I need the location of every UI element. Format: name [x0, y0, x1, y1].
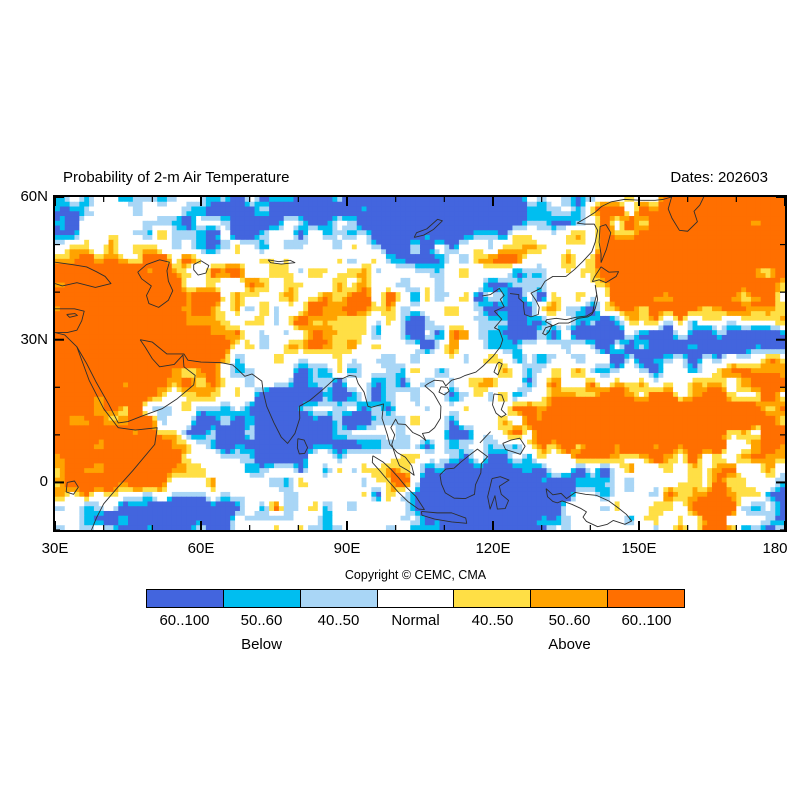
legend-group-labels: Below Above [146, 636, 685, 653]
legend-group-spacer [377, 636, 454, 653]
copyright-text: Copyright © CEMC, CMA [344, 568, 487, 582]
plot-title: Probability of 2-m Air Temperature [63, 169, 290, 186]
x-axis-tick-label: 120E [475, 540, 511, 557]
legend-segment-label: Normal [391, 612, 440, 629]
legend-segment-2 [299, 590, 377, 607]
legend-segment-label: 40..50 [471, 612, 514, 629]
x-axis-tick-label: 180 [762, 540, 788, 557]
legend-group-above: Above [548, 636, 591, 653]
y-axis-tick-label: 60N [20, 188, 48, 205]
x-axis-tick-label: 90E [333, 540, 361, 557]
map-frame [53, 195, 787, 532]
legend-segment-label: 60..100 [621, 612, 672, 629]
legend-group-spacer [300, 636, 377, 653]
x-axis-tick-label: 150E [621, 540, 657, 557]
legend-segment-4 [453, 590, 531, 607]
x-axis-tick-label: 30E [41, 540, 69, 557]
legend-segment-0 [147, 590, 223, 607]
legend-labels: 60..100 50..60 40..50 Normal 40..50 50..60 60.… [146, 612, 685, 629]
legend-group-spacer [146, 636, 223, 653]
legend: 60..100 50..60 40..50 Normal 40..50 50..60 60.… [146, 589, 685, 653]
legend-group-spacer [608, 636, 685, 653]
y-axis-tick-label: 30N [20, 330, 48, 348]
legend-group-below: Below [241, 636, 282, 653]
legend-segment-3 [376, 590, 454, 607]
legend-segment-label: 60..100 [159, 612, 210, 629]
dates-label: Dates: 202603 [670, 169, 768, 186]
y-axis-tick-label: 0 [39, 473, 48, 491]
x-axis-tick-label: 60E [187, 540, 215, 557]
legend-segment-1 [222, 590, 300, 607]
legend-segment-label: 40..50 [317, 612, 360, 629]
legend-segment-5 [530, 590, 608, 607]
probability-map-canvas [55, 197, 785, 530]
legend-segment-label: 50..60 [548, 612, 591, 629]
legend-group-spacer [454, 636, 531, 653]
legend-color-bar [146, 589, 685, 608]
legend-segment-6 [607, 590, 685, 607]
legend-segment-label: 50..60 [240, 612, 283, 629]
